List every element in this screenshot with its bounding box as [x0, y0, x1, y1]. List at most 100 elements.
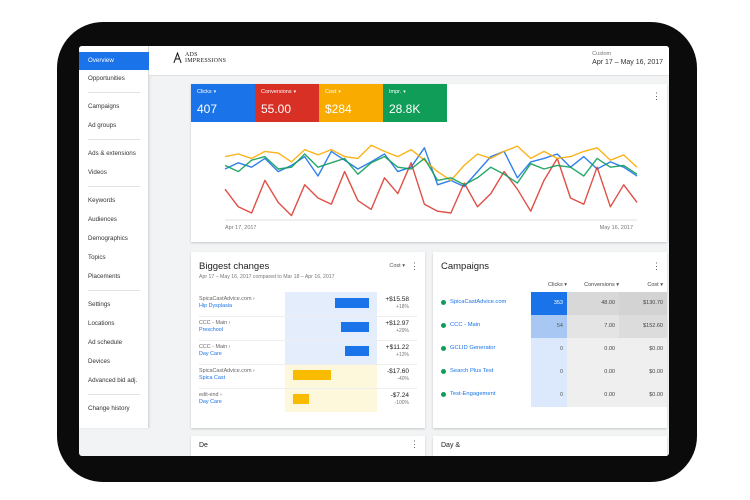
campaign-conversions: 7.00 [567, 315, 619, 338]
chevron-down-icon: ▾ [660, 282, 663, 288]
metric-impressions[interactable]: Impr. ▾ 28.8K [383, 84, 447, 122]
chevron-down-icon: ▾ [293, 89, 297, 95]
metric-clicks[interactable]: Clicks ▾ 407 [191, 84, 255, 122]
biggest-change-row[interactable]: SpicaCastAdvice.com › Spica Cast -$17.60 -4… [191, 364, 417, 388]
campaign-cost: $0.00 [619, 361, 667, 384]
campaign-name[interactable]: Search Plus Test [441, 368, 493, 374]
metric-conversions-label: Conversions [261, 89, 292, 95]
sidebar-item-placements[interactable]: Placements [88, 273, 121, 280]
biggest-change-bar-zone [285, 316, 377, 340]
biggest-change-value: +$11.22 +13% [386, 344, 409, 358]
column-header-cost-label: Cost [647, 282, 659, 288]
bottom-right-card-title: Day & [441, 442, 461, 449]
biggest-change-name: SpicaCastAdvice.com › Spica Cast [199, 368, 255, 382]
biggest-change-row[interactable]: edit-end › Day Care -$7.24 -100% [191, 388, 417, 412]
sidebar-item-audiences[interactable]: Audiences [88, 216, 117, 223]
biggest-change-adgroup[interactable]: Day Care [199, 351, 222, 357]
sidebar-item-locations[interactable]: Locations [88, 320, 115, 327]
campaigns-more-icon[interactable]: ⋮ [652, 261, 661, 271]
campaign-row[interactable]: Test-Engagement 0 0.00 $0.00 [433, 384, 667, 407]
chart-more-icon[interactable]: ⋮ [652, 91, 661, 101]
performance-chart-card: Clicks ▾ 407 Conversions ▾ 55.00 Cost ▾ $28… [191, 84, 667, 242]
date-range-label: Custom [592, 51, 612, 57]
chevron-down-icon: ▾ [338, 89, 341, 95]
sidebar-item-demographics[interactable]: Demographics [88, 235, 128, 242]
sidebar-item-opportunities[interactable]: Opportunities [88, 75, 125, 82]
biggest-change-value: +$15.58 +18% [385, 296, 409, 310]
bottom-left-more-icon[interactable]: ⋮ [410, 439, 419, 449]
sidebar-item-campaigns[interactable]: Campaigns [88, 103, 120, 110]
biggest-change-bar-zone [285, 292, 377, 316]
campaign-row[interactable]: Search Plus Test 0 0.00 $0.00 [433, 361, 667, 384]
sort-dropdown[interactable]: Cost ▾ [389, 263, 405, 269]
sidebar-item-videos[interactable]: Videos [88, 169, 107, 176]
metric-cost[interactable]: Cost ▾ $284 [319, 84, 383, 122]
date-range-value: Apr 17 – May 16, 2017 [592, 59, 663, 66]
sidebar-item-ads-extensions[interactable]: Ads & extensions [88, 150, 136, 157]
metric-impressions-value: 28.8K [389, 102, 421, 116]
biggest-change-name: CCC - Main › Day Care [199, 344, 230, 358]
biggest-change-bar [293, 394, 309, 404]
line-chart [224, 144, 638, 221]
column-header-conversions[interactable]: Conversions ▾ [567, 282, 619, 288]
sidebar-divider [88, 92, 140, 93]
campaign-name[interactable]: GCLID Generator [441, 345, 495, 351]
biggest-change-adgroup[interactable]: Preschool [199, 327, 223, 333]
campaign-name[interactable]: CCC - Main [441, 322, 480, 328]
biggest-change-campaign: SpicaCastAdvice.com › [199, 368, 255, 374]
campaign-row[interactable]: SpicaCastAdvice.com 353 48.00 $130.70 [433, 292, 667, 315]
bottom-left-card-title: De [199, 442, 208, 449]
sidebar-item-change-history[interactable]: Change history [88, 405, 130, 412]
sidebar-item-devices[interactable]: Devices [88, 358, 111, 365]
biggest-change-row[interactable]: SpicaCastAdvice.com › Hip Dysplasia +$15.5… [191, 292, 417, 316]
campaign-row[interactable]: GCLID Generator 0 0.00 $0.00 [433, 338, 667, 361]
series-line-1 [224, 157, 638, 217]
campaign-row[interactable]: CCC - Main 54 7.00 $152.60 [433, 315, 667, 338]
biggest-change-name: CCC - Main › Preschool [199, 320, 230, 334]
sidebar-item-keywords[interactable]: Keywords [88, 197, 116, 204]
status-enabled-icon [441, 368, 446, 374]
biggest-change-row[interactable]: CCC - Main › Day Care +$11.22 +13% [191, 340, 417, 364]
logo-mark-icon [173, 52, 182, 64]
sidebar-item-topics[interactable]: Topics [88, 254, 106, 261]
metric-clicks-label: Clicks [197, 89, 212, 95]
biggest-change-amount: -$17.60 [386, 368, 409, 375]
biggest-change-adgroup[interactable]: Spica Cast [199, 375, 226, 381]
campaign-conversions: 0.00 [567, 361, 619, 384]
biggest-changes-more-icon[interactable]: ⋮ [410, 261, 419, 271]
status-enabled-icon [441, 299, 446, 305]
column-header-clicks[interactable]: Clicks ▾ [531, 282, 567, 288]
sidebar-item-advanced-bid-adj[interactable]: Advanced bid adj. [88, 377, 138, 384]
sidebar-item-overview[interactable]: Overview [79, 52, 149, 70]
biggest-change-amount: -$7.24 [390, 392, 409, 399]
campaign-clicks: 353 [531, 292, 567, 315]
sidebar-divider [88, 290, 140, 291]
metric-conversions[interactable]: Conversions ▾ 55.00 [255, 84, 319, 122]
biggest-change-adgroup[interactable]: Day Care [199, 399, 222, 405]
metric-clicks-value: 407 [197, 102, 218, 116]
logo-line-2: IMPRESSIONS [185, 58, 227, 64]
column-header-cost[interactable]: Cost ▾ [619, 282, 663, 288]
sidebar-divider [88, 139, 140, 140]
biggest-change-name: SpicaCastAdvice.com › Hip Dysplasia [199, 296, 255, 310]
chevron-down-icon: ▾ [213, 89, 217, 95]
ads-dashboard: Overview Opportunities Campaigns Ad grou… [79, 46, 669, 456]
sidebar-item-ad-groups[interactable]: Ad groups [88, 122, 117, 129]
campaign-name[interactable]: Test-Engagement [441, 391, 495, 397]
campaign-cost: $130.70 [619, 292, 667, 315]
top-bar: ADS IMPRESSIONS Custom Apr 17 – May 16, … [149, 46, 669, 76]
campaigns-card: Campaigns ⋮ Clicks ▾ Conversions ▾ Cost … [433, 252, 667, 428]
sidebar-divider [88, 186, 140, 187]
date-range-picker[interactable]: Custom Apr 17 – May 16, 2017 [592, 51, 663, 66]
biggest-change-bar [341, 322, 369, 332]
campaign-cost: $152.60 [619, 315, 667, 338]
campaign-name-label: Test-Engagement [450, 391, 496, 397]
series-line-3 [224, 153, 638, 186]
biggest-change-adgroup[interactable]: Hip Dysplasia [199, 303, 232, 309]
campaign-name[interactable]: SpicaCastAdvice.com [441, 299, 506, 305]
sidebar-item-ad-schedule[interactable]: Ad schedule [88, 339, 123, 346]
status-enabled-icon [441, 322, 446, 328]
biggest-change-row[interactable]: CCC - Main › Preschool +$12.97 +29% [191, 316, 417, 340]
column-header-clicks-label: Clicks [548, 282, 563, 288]
sidebar-item-settings[interactable]: Settings [88, 301, 111, 308]
